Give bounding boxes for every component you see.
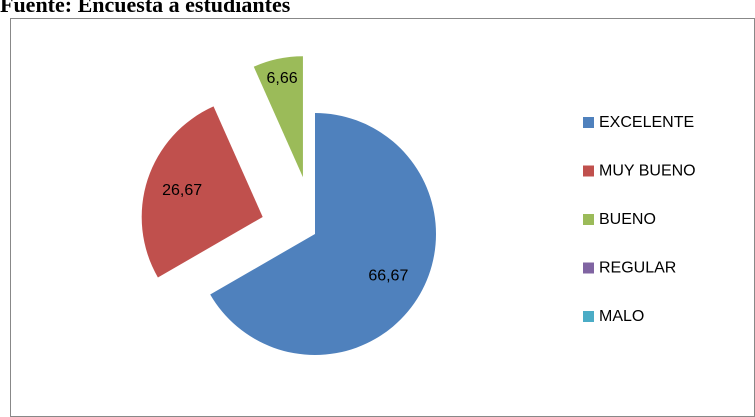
legend-swatch <box>583 214 594 225</box>
legend-swatch <box>583 117 594 128</box>
title-background <box>0 0 260 18</box>
legend-label: MALO <box>599 308 644 325</box>
legend-label: EXCELENTE <box>599 114 694 131</box>
pie-slice <box>210 113 436 355</box>
data-label: 6,66 <box>267 70 298 87</box>
legend-label: MUY BUENO <box>599 163 696 180</box>
legend-label: REGULAR <box>599 260 676 277</box>
data-label: 66,67 <box>368 268 408 285</box>
legend-label: BUENO <box>599 211 656 228</box>
chart-title: Fuente: Encuesta a estudiantes <box>0 0 291 17</box>
legend-swatch <box>583 262 594 274</box>
pie-slice <box>141 106 263 278</box>
legend-swatch <box>583 311 594 322</box>
legend-swatch <box>583 165 594 177</box>
pie-slice <box>253 56 303 178</box>
data-label: 26,67 <box>162 182 202 199</box>
